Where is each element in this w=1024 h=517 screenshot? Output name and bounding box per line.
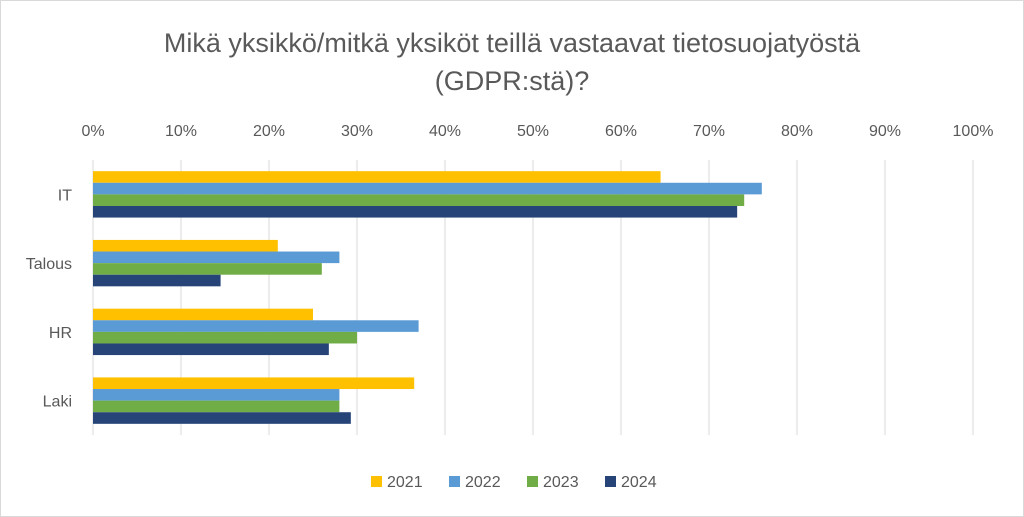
legend: 2021 2022 2023 2024 [371, 474, 657, 491]
bar-2024-hr [93, 343, 329, 356]
category-label: HR [49, 325, 72, 342]
legend-label: 2023 [543, 474, 579, 491]
bar-2022-talous [93, 251, 340, 264]
legend-swatch [449, 476, 460, 487]
bar-2023-hr [93, 331, 357, 344]
bars [93, 171, 762, 424]
x-tick-label: 80% [781, 123, 813, 140]
bar-2021-it [93, 171, 661, 183]
bar-2022-hr [93, 320, 419, 332]
x-tick-label: 70% [693, 123, 725, 140]
bar-2021-laki [93, 377, 415, 390]
y-axis-categories: IT Talous HR Laki [26, 187, 72, 410]
x-tick-label: 60% [605, 123, 637, 140]
bar-2023-it [93, 194, 745, 206]
x-tick-label: 50% [517, 123, 549, 140]
category-label: Laki [43, 394, 72, 411]
bar-2024-it [93, 205, 738, 218]
category-label: IT [58, 187, 72, 204]
x-tick-label: 0% [81, 123, 104, 140]
x-axis-ticks: 0% 10% 20% 30% 40% 50% 60% 70% 80% 90% 100% [81, 123, 993, 140]
legend-label: 2024 [621, 474, 657, 491]
legend-label: 2021 [387, 474, 423, 491]
bar-2021-talous [93, 239, 278, 252]
x-tick-label: 40% [429, 123, 461, 140]
bar-2023-talous [93, 263, 322, 275]
legend-label: 2022 [465, 474, 501, 491]
bar-2023-laki [93, 400, 340, 413]
chart-title-line2: (GDPR:stä)? [435, 66, 590, 96]
x-tick-label: 10% [165, 123, 197, 140]
category-label: Talous [26, 256, 72, 273]
legend-swatch [371, 476, 382, 487]
x-tick-label: 20% [253, 123, 285, 140]
x-tick-label: 100% [953, 123, 994, 140]
chart-title-line1: Mikä yksikkö/mitkä yksiköt teillä vastaa… [164, 28, 861, 58]
bar-2021-hr [93, 308, 313, 321]
legend-swatch [605, 476, 616, 487]
bar-2022-laki [93, 389, 340, 401]
bar-2022-it [93, 182, 762, 195]
bar-2024-talous [93, 274, 221, 287]
legend-swatch [527, 476, 538, 487]
x-tick-label: 30% [341, 123, 373, 140]
x-tick-label: 90% [869, 123, 901, 140]
bar-2024-laki [93, 412, 351, 424]
